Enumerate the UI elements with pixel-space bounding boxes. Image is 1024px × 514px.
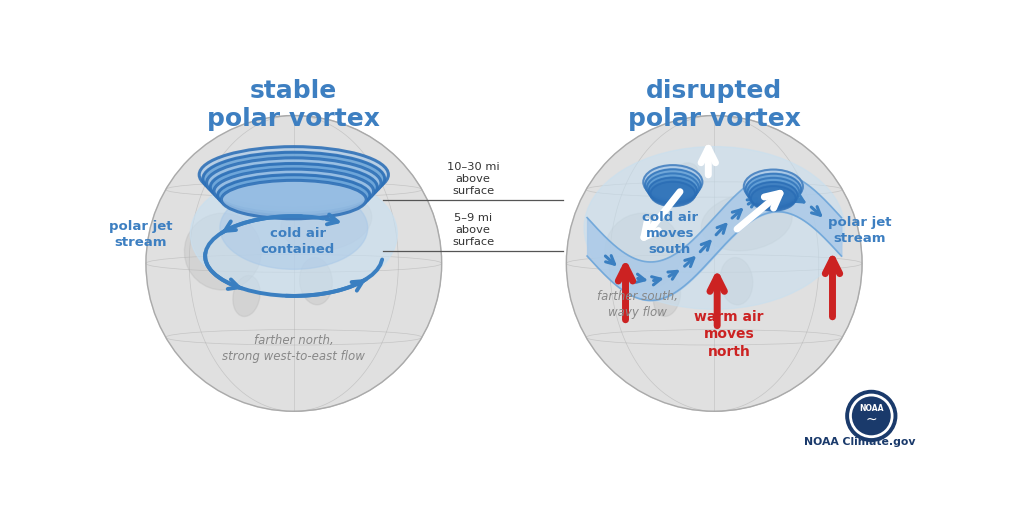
Text: polar jet
stream: polar jet stream: [109, 219, 172, 249]
Ellipse shape: [214, 169, 374, 213]
Ellipse shape: [207, 158, 381, 208]
Text: cold air
moves
south: cold air moves south: [642, 211, 698, 256]
Ellipse shape: [650, 181, 695, 206]
Ellipse shape: [210, 163, 377, 211]
Text: NOAA Climate.gov: NOAA Climate.gov: [804, 437, 915, 447]
Ellipse shape: [677, 163, 698, 180]
Ellipse shape: [220, 187, 368, 269]
Ellipse shape: [221, 180, 367, 219]
Ellipse shape: [184, 213, 261, 290]
Ellipse shape: [751, 186, 796, 211]
Ellipse shape: [750, 182, 798, 209]
Ellipse shape: [584, 146, 845, 309]
Ellipse shape: [232, 276, 260, 317]
Circle shape: [146, 116, 441, 411]
Ellipse shape: [743, 170, 803, 204]
Text: 10–30 mi
above
surface: 10–30 mi above surface: [446, 162, 500, 196]
Ellipse shape: [300, 258, 333, 305]
Text: NOAA: NOAA: [859, 405, 884, 413]
Text: cold air
contained: cold air contained: [260, 227, 335, 256]
Ellipse shape: [605, 213, 682, 290]
Ellipse shape: [648, 177, 697, 205]
Text: ~: ~: [865, 413, 878, 427]
Ellipse shape: [745, 174, 801, 205]
Ellipse shape: [720, 258, 753, 305]
Text: stable
polar vortex: stable polar vortex: [208, 79, 380, 132]
Ellipse shape: [281, 193, 372, 251]
Ellipse shape: [701, 193, 793, 251]
Text: farther north,
strong west-to-east flow: farther north, strong west-to-east flow: [222, 334, 366, 362]
Ellipse shape: [647, 173, 698, 203]
Text: farther south,
wavy flow: farther south, wavy flow: [597, 290, 678, 319]
Ellipse shape: [190, 172, 397, 296]
Text: disrupted
polar vortex: disrupted polar vortex: [628, 79, 801, 132]
Ellipse shape: [643, 165, 702, 199]
Circle shape: [566, 116, 862, 411]
Ellipse shape: [653, 276, 681, 317]
Ellipse shape: [257, 163, 278, 180]
Ellipse shape: [748, 178, 800, 207]
Ellipse shape: [645, 169, 700, 201]
Text: 5–9 mi
above
surface: 5–9 mi above surface: [453, 213, 495, 247]
Ellipse shape: [200, 146, 388, 203]
Ellipse shape: [203, 152, 385, 206]
Text: warm air
moves
north: warm air moves north: [694, 310, 764, 359]
Ellipse shape: [218, 175, 370, 216]
Text: polar jet
stream: polar jet stream: [828, 216, 892, 245]
Circle shape: [846, 391, 897, 442]
